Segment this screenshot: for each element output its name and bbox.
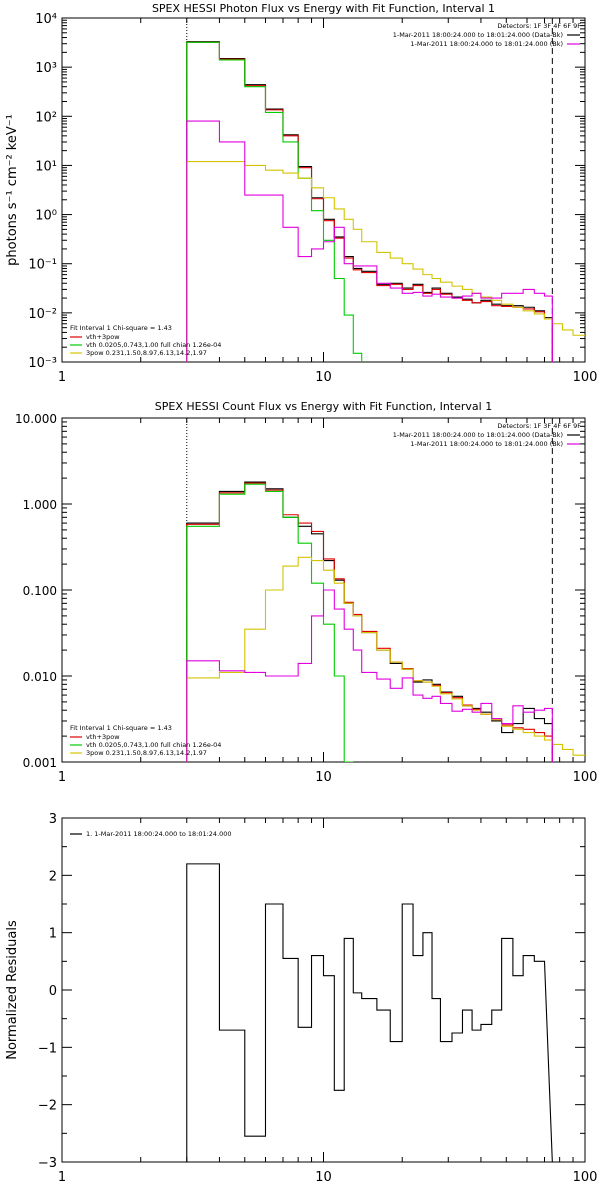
x-tick-label: 10 [315, 770, 332, 785]
fit-legend-text: 3pow 0.231,1.50,8.97,6.13,14.2,1.97 [86, 349, 207, 357]
fit-legend-text: vth+3pow [86, 333, 120, 341]
y-tick-label: 10⁻¹ [28, 258, 57, 273]
y-tick-label: 10⁻² [28, 307, 57, 322]
chart-title: SPEX HESSI Count Flux vs Energy with Fit… [155, 400, 492, 413]
series-line-4 [186, 160, 585, 362]
legend-entry-text: 1-Mar-2011 18:00:24.000 to 18:01:24.000 … [393, 31, 563, 39]
chart-panel-3: 1 10 100 −3 −2 −1 0 1 2 3 Normalized Residuals 1. 1… [5, 812, 597, 1185]
y-tick-label: 10² [35, 110, 57, 125]
y-tick-label: 10¹ [35, 159, 57, 174]
x-tick-label: 10 [315, 1170, 332, 1185]
x-tick-label: 100 [573, 370, 598, 385]
series-line-5 [186, 589, 553, 762]
x-tick-label: 1 [58, 770, 66, 785]
legend-entry-text: 1-Mar-2011 18:00:24.000 to 18:01:24.000 … [393, 431, 563, 439]
y-tick-label: 1 [49, 927, 57, 942]
fit-legend-header: Fit Interval 1 Chi-square = 1.43 [70, 724, 172, 732]
series-line-4 [186, 556, 585, 762]
chart-panel-2: SPEX HESSI Count Flux vs Energy with Fit… [15, 400, 597, 785]
y-tick-label: 1.000 [23, 498, 57, 512]
chart-title: SPEX HESSI Photon Flux vs Energy with Fi… [152, 2, 495, 15]
fit-legend-text: 3pow 0.231,1.50,8.97,6.13,14.2,1.97 [86, 749, 207, 757]
y-axis-label: Normalized Residuals [5, 920, 20, 1060]
x-tick-label: 100 [573, 770, 598, 785]
x-tick-label: 1 [58, 370, 66, 385]
fit-legend-text: vth+3pow [86, 733, 120, 741]
y-tick-label: 10³ [35, 61, 57, 76]
y-tick-label: 3 [49, 812, 57, 827]
series-line-2 [186, 482, 553, 762]
fit-legend-header: Fit Interval 1 Chi-square = 1.43 [70, 324, 172, 332]
y-tick-label: 10.000 [15, 412, 57, 426]
y-tick-label: 0.001 [23, 756, 57, 770]
y-axis-label: photons s⁻¹ cm⁻² keV⁻¹ [5, 114, 20, 266]
series-line-1 [186, 41, 553, 362]
y-tick-label: 0 [49, 984, 57, 999]
series-line-3 [186, 483, 354, 762]
legend-entry-text: 1-Mar-2011 18:00:24.000 to 18:01:24.000 … [410, 440, 563, 448]
series-line-2 [186, 41, 553, 362]
y-tick-label: 0.010 [23, 670, 57, 684]
y-tick-label: 2 [49, 869, 57, 884]
fit-legend-text: vth 0.0205,0.743,1.00 full chian 1.26e-0… [86, 741, 221, 749]
x-tick-label: 10 [315, 370, 332, 385]
fit-legend-text: vth 0.0205,0.743,1.00 full chian 1.26e-0… [86, 341, 221, 349]
series-line-5 [186, 120, 553, 362]
x-tick-label: 1 [58, 1170, 66, 1185]
y-tick-label: 10⁻³ [28, 356, 57, 371]
series-line-3 [186, 41, 363, 362]
y-tick-label: 10⁴ [35, 12, 57, 27]
y-tick-label: −3 [38, 1156, 57, 1171]
series-group [186, 863, 553, 1162]
series-group [186, 41, 585, 362]
y-tick-label: −1 [38, 1041, 57, 1056]
legend-entry-text: 1-Mar-2011 18:00:24.000 to 18:01:24.000 … [410, 40, 563, 48]
legend-entry-text: 1. 1-Mar-2011 18:00:24.000 to 18:01:24.0… [86, 830, 232, 838]
y-tick-label: 0.100 [23, 584, 57, 598]
detectors-label: Detectors: 1F 3F 4F 6F 9F [497, 422, 581, 430]
x-tick-label: 100 [573, 1170, 598, 1185]
series-group [186, 481, 585, 762]
y-tick-label: −2 [38, 1099, 57, 1114]
series-line-1 [186, 863, 553, 1162]
y-tick-label: 10⁰ [35, 209, 57, 224]
chart-panel-1: SPEX HESSI Photon Flux vs Energy with Fi… [5, 2, 597, 385]
detectors-label: Detectors: 1F 3F 4F 6F 9F [497, 22, 581, 30]
